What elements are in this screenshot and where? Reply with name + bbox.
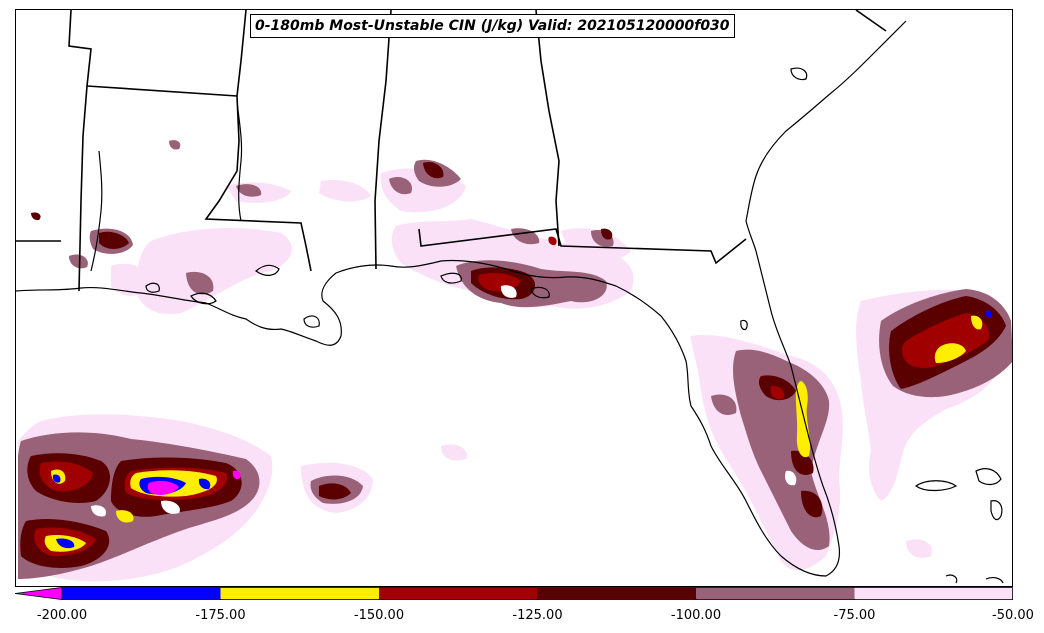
- map-title: 0-180mb Most-Unstable CIN (J/kg) Valid: …: [250, 14, 735, 38]
- cin-gaps: [91, 285, 797, 517]
- colorbar-bin-2: [379, 587, 538, 600]
- coastlines: [16, 20, 1004, 584]
- colorbar: [15, 587, 1013, 600]
- colorbar-extend-under: [15, 587, 63, 600]
- cin-field: [18, 140, 1012, 582]
- colorbar-tick-label: -150.00: [353, 608, 405, 623]
- colorbar-bin-1: [220, 587, 379, 600]
- colorbar-tick-label: -50.00: [992, 608, 1034, 623]
- colorbar-tick-label: -200.00: [36, 608, 88, 623]
- colorbar-bin-0: [62, 587, 221, 600]
- map-panel: [15, 9, 1013, 587]
- colorbar-bin-5: [854, 587, 1013, 600]
- colorbar-tick-label: -75.00: [833, 608, 876, 623]
- colorbar-bin-4: [696, 587, 855, 600]
- colorbar-tick-label: -175.00: [195, 608, 246, 623]
- map-canvas: [16, 10, 1012, 584]
- colorbar-tick-label: -100.00: [670, 608, 722, 623]
- cin-below-scale-areas: [147, 470, 241, 495]
- colorbar-tick-label: -125.00: [512, 608, 563, 623]
- state-boundaries: [16, 10, 887, 292]
- colorbar-bin-3: [537, 587, 696, 600]
